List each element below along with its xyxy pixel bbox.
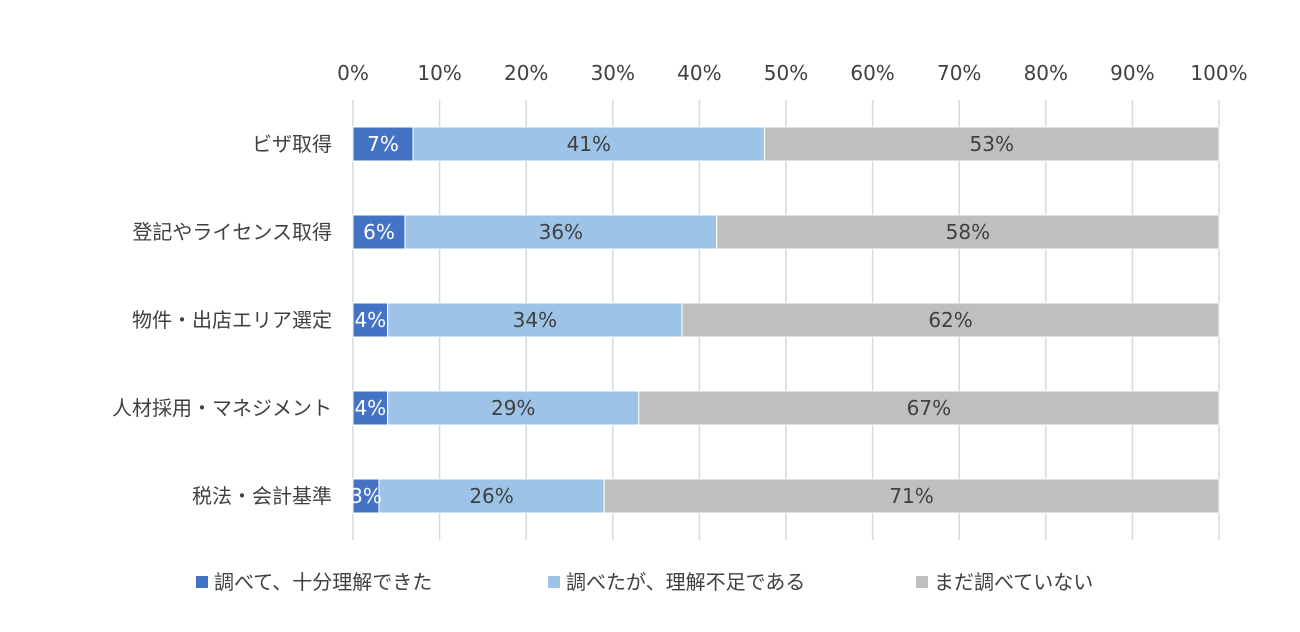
data-label: 62%	[928, 308, 972, 332]
data-labels: 7% 41% 53% 6% 36% 58% 4% 34% 62% 4% 29% 67% 3% 26% 71%	[350, 132, 1014, 508]
bar-segment	[638, 390, 1220, 426]
bar-segment	[412, 126, 766, 162]
data-label: 53%	[970, 132, 1014, 156]
data-label: 3%	[350, 484, 382, 508]
data-label: 41%	[567, 132, 611, 156]
bar-segment	[352, 302, 389, 338]
x-tick-label: 30%	[591, 61, 635, 85]
x-tick-label: 80%	[1024, 61, 1068, 85]
data-label: 67%	[907, 396, 951, 420]
legend: 調べて、十分理解できた 調べたが、理解不足である まだ調べていない	[196, 570, 1093, 594]
data-label: 6%	[363, 220, 395, 244]
category-labels: ビザ取得登記やライセンス取得物件・出店エリア選定人材採用・マネジメント税法・会計…	[112, 132, 332, 508]
data-label: 29%	[491, 396, 535, 420]
category-label: 税法・会計基準	[192, 484, 332, 508]
bar-segment	[352, 478, 380, 514]
legend-label: まだ調べていない	[934, 570, 1093, 594]
bar-segment	[387, 390, 640, 426]
data-label: 71%	[889, 484, 933, 508]
legend-swatch	[916, 576, 928, 588]
legend-label: 調べて、十分理解できた	[214, 570, 432, 594]
data-label: 36%	[539, 220, 583, 244]
data-label: 34%	[513, 308, 557, 332]
x-tick-label: 10%	[417, 61, 461, 85]
data-label: 26%	[469, 484, 513, 508]
legend-label: 調べたが、理解不足である	[566, 570, 805, 594]
x-tick-label: 50%	[764, 61, 808, 85]
bar-segment	[378, 478, 605, 514]
bar-segment	[352, 126, 414, 162]
x-tick-label: 20%	[504, 61, 548, 85]
x-tick-label: 70%	[937, 61, 981, 85]
x-tick-label: 0%	[337, 61, 369, 85]
category-label: 登記やライセンス取得	[132, 220, 332, 244]
category-label: ビザ取得	[252, 132, 332, 156]
x-tick-label: 60%	[850, 61, 894, 85]
bar-segment	[681, 302, 1220, 338]
data-label: 58%	[946, 220, 990, 244]
legend-swatch	[196, 576, 208, 588]
category-label: 人材採用・マネジメント	[112, 396, 332, 420]
bar-segment	[764, 126, 1220, 162]
bar-segment	[352, 214, 406, 250]
legend-swatch	[548, 576, 560, 588]
data-label: 4%	[354, 308, 386, 332]
x-tick-label: 40%	[677, 61, 721, 85]
bar-segment	[603, 478, 1220, 514]
x-axis-tick-labels: 0% 10% 20% 30% 40% 50% 60% 70% 80% 90% 100%	[337, 61, 1247, 85]
x-tick-label: 90%	[1110, 61, 1154, 85]
bars	[352, 126, 1220, 514]
bar-segment	[404, 214, 718, 250]
x-tick-label: 100%	[1190, 61, 1247, 85]
bar-segment	[716, 214, 1220, 250]
data-label: 4%	[354, 396, 386, 420]
data-label: 7%	[367, 132, 399, 156]
category-label: 物件・出店エリア選定	[132, 308, 332, 332]
